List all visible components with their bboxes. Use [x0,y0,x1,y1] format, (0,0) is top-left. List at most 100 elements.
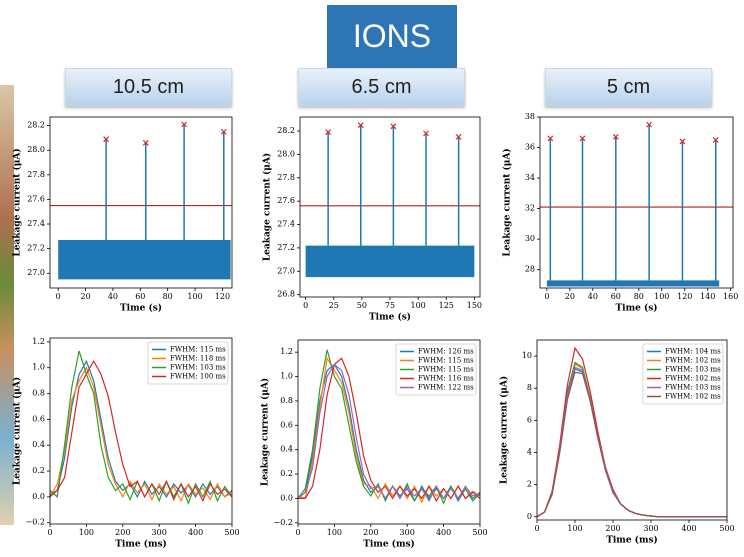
x-tick-label: 60 [135,292,145,301]
y-tick-label: 0.0 [32,492,45,501]
x-tick-label: 500 [719,524,734,533]
y-tick-label: 0.0 [280,493,293,502]
x-tick-label: 200 [605,524,620,533]
y-tick-label: 0.2 [280,469,293,478]
legend-box [642,343,724,405]
x-tick-label: 100 [654,292,669,301]
y-tick-label: 36 [525,143,535,152]
y-tick-label: 27.0 [277,266,295,275]
y-axis-label: Leakage current (μA) [262,153,273,261]
y-tick-label: 27.2 [277,243,295,252]
peak-marker [579,135,586,142]
y-tick-label: 0.6 [280,420,293,429]
legend-label: FWHM: 115 ms [170,346,226,354]
peak-marker [357,122,364,129]
peak-marker [181,121,188,128]
legend-label: FWHM: 103 ms [665,384,721,392]
noise-band [58,240,231,280]
noise-band [305,245,475,278]
legend-label: FWHM: 115 ms [418,366,474,374]
x-tick-label: 200 [115,528,130,537]
y-tick-label: 27.8 [27,170,45,179]
x-tick-label: 160 [723,292,738,301]
x-tick-label: 100 [327,528,342,537]
peak-marker [455,133,462,140]
x-tick-label: 500 [472,528,487,537]
x-tick-label: 300 [152,528,167,537]
x-tick-label: 0 [47,528,52,537]
x-tick-label: 40 [108,292,118,301]
column-label: 6.5 cm [298,68,465,106]
x-tick-label: 150 [467,301,482,310]
series-line [49,360,233,503]
legend-label: FWHM: 103 ms [170,364,226,372]
x-axis-label: Time (ms) [115,539,167,550]
y-tick-label: 0.2 [32,466,45,475]
peak-marker [712,136,719,143]
x-tick-label: 400 [188,528,203,537]
x-tick-label: 120 [215,292,230,301]
x-tick-label: 20 [565,292,575,301]
x-axis-label: Time (ms) [606,535,658,546]
x-tick-label: 100 [410,301,425,310]
x-tick-label: 0 [295,528,300,537]
y-tick-label: −0.2 [274,518,293,527]
x-tick-label: 400 [681,524,696,533]
plot-area [540,117,733,288]
plot-frame [536,339,728,521]
plot-frame [539,116,734,289]
column-label: 10.5 cm [65,68,232,106]
legend-label: FWHM: 104 ms [665,348,721,356]
x-tick-label: 60 [611,292,621,301]
y-tick-label: 1.0 [280,372,293,381]
peak-marker [142,139,149,146]
peak-marker [612,133,619,140]
x-tick-label: 300 [643,524,658,533]
peak-marker [679,138,686,145]
noise-band [546,280,720,287]
y-tick-label: 27.6 [277,196,295,205]
y-tick-label: 0.4 [32,440,45,449]
y-tick-label: 10 [522,351,532,360]
x-tick-label: 80 [163,292,173,301]
series-line [297,349,481,505]
x-tick-label: 0 [56,292,61,301]
plot-frame [49,116,233,289]
legend-label: FWHM: 122 ms [418,384,474,392]
legend-label: FWHM: 102 ms [665,357,721,365]
y-tick-label: 27.0 [27,268,45,277]
y-axis-label: Leakage current (μA) [502,148,513,256]
y-tick-label: 4 [527,448,532,457]
peak-marker [325,129,332,136]
series-line [297,363,481,503]
peak-marker [220,128,227,135]
legend-label: FWHM: 100 ms [170,373,226,381]
x-tick-label: 25 [329,301,339,310]
photo-edge [0,85,14,525]
x-tick-label: 50 [357,301,367,310]
legend-label: FWHM: 102 ms [665,393,721,401]
y-tick-label: 30 [525,234,535,243]
x-tick-label: 100 [187,292,202,301]
x-tick-label: 400 [436,528,451,537]
x-tick-label: 120 [677,292,692,301]
plot-frame [49,337,233,525]
y-tick-label: 0.8 [280,396,293,405]
legend-box [395,343,477,396]
y-tick-label: 27.4 [277,220,295,229]
y-tick-label: 0.6 [32,414,45,423]
legend-label: FWHM: 126 ms [418,348,474,356]
y-tick-label: 28 [525,265,535,274]
legend-label: FWHM: 115 ms [418,357,474,365]
column-label: 5 cm [545,68,712,106]
peak-marker [547,135,554,142]
x-tick-label: 200 [363,528,378,537]
peak-marker [423,130,429,137]
x-tick-label: 140 [700,292,715,301]
y-tick-label: 27.8 [277,173,295,182]
y-tick-label: 8 [527,383,532,392]
x-axis-label: Time (s) [369,312,411,323]
y-axis-label: Leakage current (μA) [12,148,23,256]
